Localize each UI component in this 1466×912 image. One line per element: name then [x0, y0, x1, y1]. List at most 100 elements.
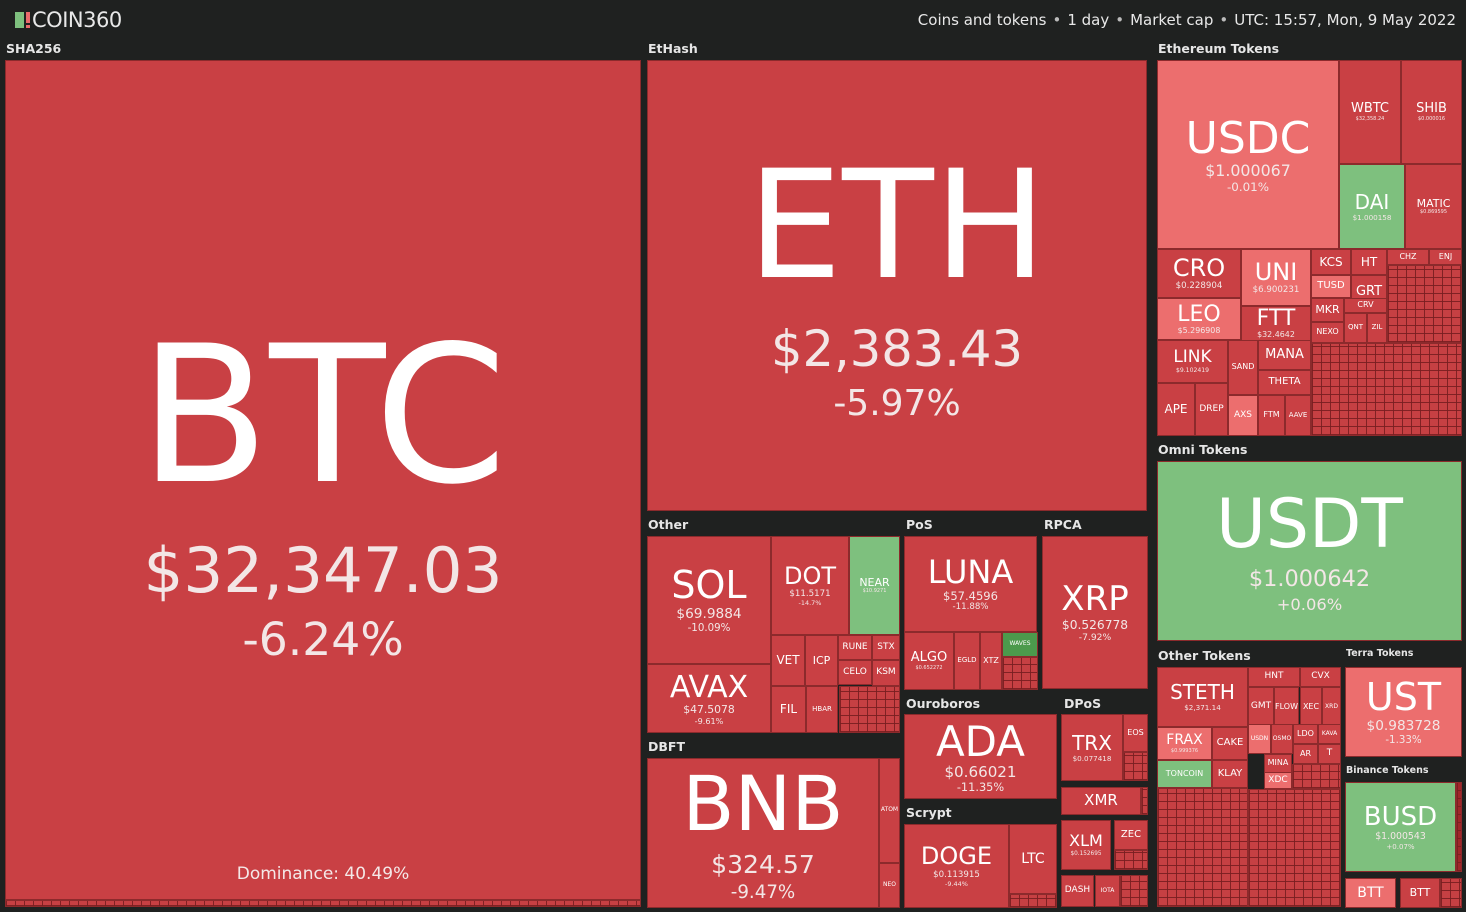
coin-tile-osmo[interactable]: OSMO: [1271, 724, 1293, 754]
small-tiles-cluster[interactable]: [1114, 850, 1148, 870]
coin-tile-drep[interactable]: DREP: [1195, 383, 1228, 436]
coin-tile-mkr[interactable]: MKR: [1311, 298, 1344, 322]
small-tiles-cluster[interactable]: [1123, 752, 1148, 781]
coin-tile-ada[interactable]: ADA $0.66021 -11.35%: [904, 714, 1057, 799]
small-tiles-cluster[interactable]: [1292, 764, 1341, 789]
coin-tile-ltc[interactable]: LTC: [1009, 824, 1057, 894]
coin-tile-xrd[interactable]: XRD: [1322, 687, 1341, 727]
coin-tile-usdt[interactable]: USDT $1.000642 +0.06%: [1157, 461, 1462, 641]
coin-tile-celo[interactable]: CELO: [838, 660, 872, 685]
small-tiles-cluster[interactable]: [839, 686, 900, 733]
coin-tile-tusd[interactable]: TUSD: [1311, 275, 1351, 298]
coin-tile-zec[interactable]: ZEC: [1114, 820, 1148, 850]
small-tiles-cluster[interactable]: [1440, 878, 1462, 908]
small-tiles-cluster[interactable]: [1141, 787, 1148, 815]
coin-tile-matic[interactable]: MATIC $0.869595: [1405, 164, 1462, 249]
small-tiles-cluster[interactable]: [1120, 875, 1148, 907]
coin-tile-ht[interactable]: HT: [1351, 249, 1387, 275]
coin-tile-fil[interactable]: FIL: [771, 686, 806, 733]
small-tiles-cluster[interactable]: [1157, 788, 1248, 907]
coin-tile-atom[interactable]: ATOM: [879, 758, 900, 863]
small-tiles-cluster[interactable]: [1002, 657, 1038, 690]
coin-tile-kava[interactable]: KAVA: [1318, 724, 1341, 744]
coin-tile-flow[interactable]: FLOW: [1274, 687, 1299, 727]
small-tiles-cluster[interactable]: [1009, 894, 1057, 908]
coin-tile-eth[interactable]: ETH $2,383.43 -5.97%: [647, 60, 1147, 511]
coin-tile-busd[interactable]: BUSD $1.000543 +0.07%: [1345, 782, 1456, 872]
coin-tile-axs[interactable]: AXS: [1228, 395, 1258, 436]
coin-tile-ksm[interactable]: KSM: [872, 660, 900, 686]
coin-tile-aave[interactable]: AAVE: [1285, 395, 1311, 436]
coin-tile-ar[interactable]: AR: [1293, 744, 1318, 764]
coin-tile-usdn[interactable]: USDN: [1248, 724, 1271, 754]
coin-tile-cake[interactable]: CAKE: [1212, 727, 1248, 760]
coin-tile-btt[interactable]: BTT: [1400, 878, 1440, 908]
coin-tile-neo[interactable]: NEO: [879, 863, 900, 908]
filter-coins-and-tokens[interactable]: Coins and tokens: [917, 11, 1047, 29]
coin-tile-theta[interactable]: THETA: [1258, 370, 1311, 395]
coin-tile-dot[interactable]: DOT $11.5171 -14.7%: [771, 536, 849, 635]
coin-tile-qnt[interactable]: QNT: [1344, 313, 1367, 343]
coin-tile-mana[interactable]: MANA: [1258, 340, 1311, 370]
coin-tile-xtz[interactable]: XTZ: [980, 632, 1002, 690]
coin-tile-doge[interactable]: DOGE $0.113915 -9.44%: [904, 824, 1009, 908]
coin-tile-sand[interactable]: SAND: [1228, 340, 1258, 395]
coin-tile-near[interactable]: NEAR $10.9271: [849, 536, 900, 635]
coin-tile-dai[interactable]: DAI $1.000158: [1339, 164, 1405, 249]
coin-tile-ftt[interactable]: FTT $32.4642: [1241, 306, 1311, 341]
coin-tile-crv[interactable]: CRV: [1344, 298, 1387, 313]
small-tiles-cluster[interactable]: [5, 900, 641, 907]
coin-tile-shib[interactable]: SHIB $0.000016: [1401, 60, 1462, 164]
coin-tile-xec[interactable]: XEC: [1300, 687, 1322, 727]
coin-tile-chz[interactable]: CHZ: [1387, 249, 1429, 265]
coin-tile-toncoin[interactable]: TONCOIN: [1157, 760, 1212, 788]
coin-tile-steth[interactable]: STETH $2,371.14: [1157, 667, 1248, 727]
coin-tile-gmt[interactable]: GMT: [1248, 687, 1274, 727]
coin-tile-bnb[interactable]: BNB $324.57 -9.47%: [647, 758, 879, 908]
coin-tile-waves[interactable]: WAVES: [1002, 632, 1038, 657]
small-tiles-cluster[interactable]: [1311, 343, 1462, 436]
coin-tile-algo[interactable]: ALGO $0.652272: [904, 632, 954, 690]
coin-tile-xmr[interactable]: XMR: [1061, 787, 1141, 815]
coin-tile-uni[interactable]: UNI $6.900231: [1241, 249, 1311, 306]
filter-metric[interactable]: Market cap: [1130, 11, 1214, 29]
coin-tile-iota[interactable]: IOTA: [1095, 875, 1120, 907]
filter-period[interactable]: 1 day: [1067, 11, 1110, 29]
small-tiles-cluster[interactable]: [1387, 265, 1462, 343]
coin-tile-hbar[interactable]: HBAR: [806, 686, 838, 733]
coin-tile-ape[interactable]: APE: [1157, 383, 1195, 436]
coin-tile-xlm[interactable]: XLM $0.152695: [1061, 820, 1111, 870]
coin-tile-kcs[interactable]: KCS: [1311, 249, 1351, 275]
coin-tile-ftm[interactable]: FTM: [1258, 395, 1285, 436]
coin-tile-usdc[interactable]: USDC $1.000067 -0.01%: [1157, 60, 1339, 249]
coin-tile-cvx[interactable]: CVX: [1300, 667, 1341, 687]
coin-tile-avax[interactable]: AVAX $47.5078 -9.61%: [647, 664, 771, 733]
coin-tile-t[interactable]: T: [1318, 744, 1341, 764]
coin-tile-ldo[interactable]: LDO: [1293, 724, 1318, 744]
coin-tile-dash[interactable]: DASH: [1061, 875, 1094, 907]
coin-tile-leo[interactable]: LEO $5.296908: [1157, 298, 1241, 340]
small-tiles-cluster[interactable]: [1456, 782, 1462, 872]
coin-tile-egld[interactable]: EGLD: [954, 632, 980, 690]
coin-tile-btc[interactable]: BTC $32,347.03 -6.24%: [5, 60, 641, 900]
coin-tile-xrp[interactable]: XRP $0.526778 -7.92%: [1042, 536, 1148, 689]
coin-tile-zil[interactable]: ZIL: [1367, 313, 1387, 343]
coin-tile-nexo[interactable]: NEXO: [1311, 322, 1344, 343]
coin-tile-luna[interactable]: LUNA $57.4596 -11.88%: [904, 536, 1037, 632]
coin-tile-mina[interactable]: MINA: [1264, 754, 1292, 773]
coin-tile-hnt[interactable]: HNT: [1248, 667, 1300, 687]
coin-tile-frax[interactable]: FRAX $0.999376: [1157, 727, 1212, 760]
coin-tile-rune[interactable]: RUNE: [838, 635, 872, 660]
coin-tile-xdc[interactable]: XDC: [1264, 772, 1292, 789]
coin360-logo[interactable]: COIN360: [15, 8, 122, 32]
coin-tile-cro[interactable]: CRO $0.228904: [1157, 249, 1241, 298]
coin-tile-wbtc[interactable]: WBTC $32,358.24: [1339, 60, 1401, 164]
small-tiles-cluster[interactable]: [1248, 789, 1341, 907]
coin-tile-klay[interactable]: KLAY: [1212, 760, 1248, 788]
coin-tile-eos[interactable]: EOS: [1123, 714, 1148, 752]
coin-tile-vet[interactable]: VET: [771, 635, 805, 686]
coin-tile-stx[interactable]: STX: [872, 635, 900, 660]
coin-tile-sol[interactable]: SOL $69.9884 -10.09%: [647, 536, 771, 664]
coin-tile-link[interactable]: LINK $9.102419: [1157, 340, 1228, 383]
coin-tile-ust[interactable]: UST $0.983728 -1.33%: [1345, 667, 1462, 757]
